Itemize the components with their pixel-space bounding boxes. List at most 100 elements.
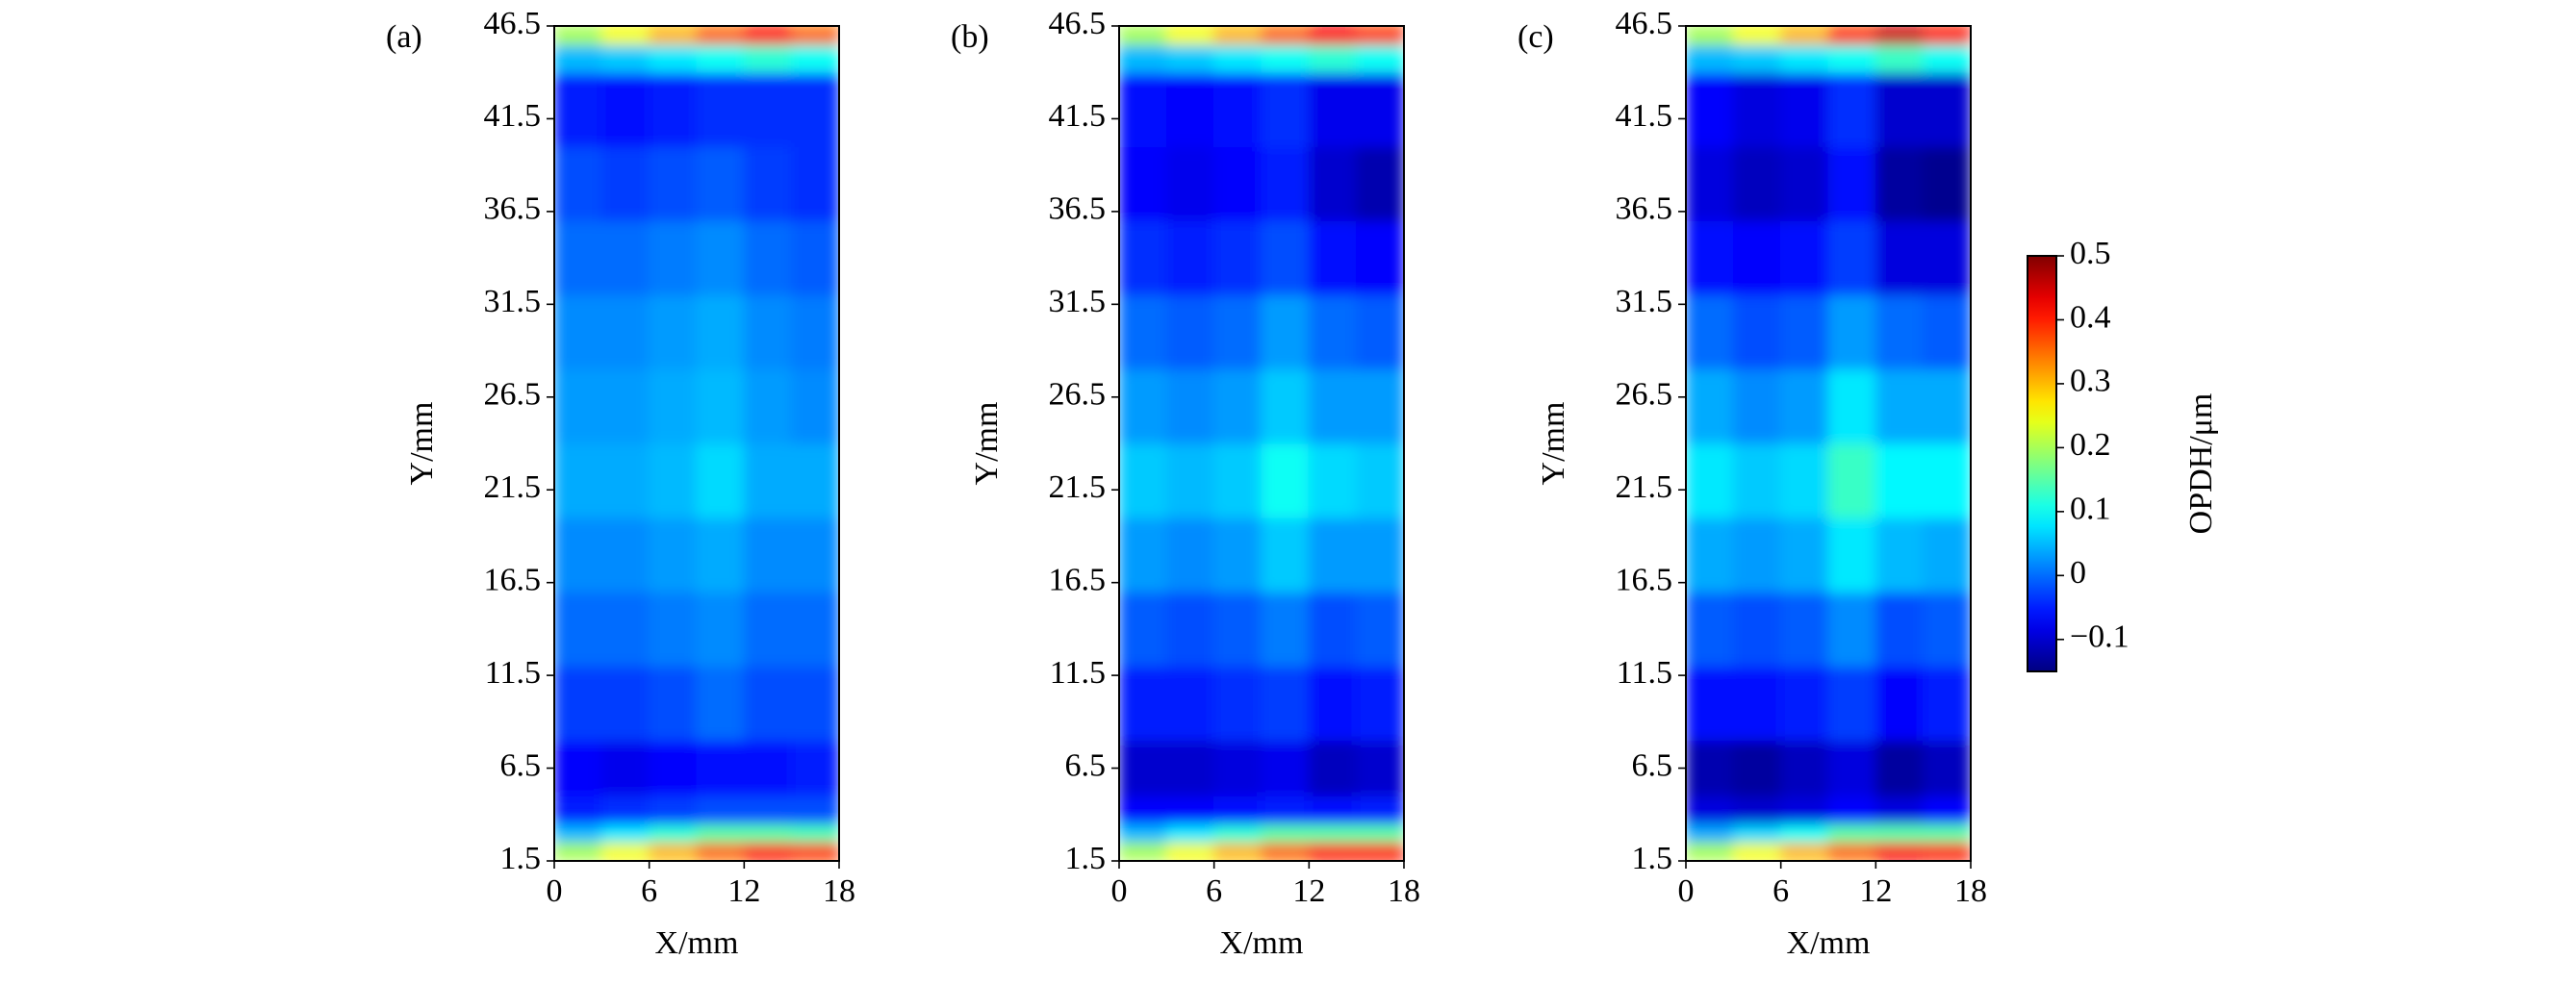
heatmap-cell xyxy=(1686,822,1734,844)
heatmap-cell xyxy=(1119,591,1167,667)
heatmap-cell xyxy=(1827,294,1876,370)
heatmap-cell xyxy=(1119,442,1167,518)
heatmap-cell xyxy=(743,220,793,296)
heatmap-cell xyxy=(1780,795,1829,824)
heatmap-cell xyxy=(1780,26,1829,45)
heatmap-cell xyxy=(1875,71,1925,147)
heatmap-cell xyxy=(791,43,839,73)
heatmap-cell xyxy=(1875,795,1925,824)
heatmap-cell xyxy=(1732,740,1782,796)
heatmap-cell xyxy=(649,43,698,73)
heatmap-cell xyxy=(743,71,793,147)
heatmap-cell xyxy=(791,842,839,861)
x-tick-label: 0 xyxy=(547,873,563,909)
heatmap-cell xyxy=(1923,145,1971,222)
heatmap-cell xyxy=(1780,740,1829,796)
heatmap-cell xyxy=(554,591,602,667)
heatmap-cell xyxy=(1732,294,1782,370)
heatmap-cell xyxy=(696,71,745,147)
heatmap-cell xyxy=(600,740,650,796)
heatmap-cell xyxy=(1875,145,1925,222)
heatmap-cell xyxy=(1686,665,1734,742)
heatmap-cell xyxy=(600,795,650,824)
y-tick-label: 46.5 xyxy=(484,6,542,41)
heatmap-cell xyxy=(743,842,793,861)
heatmap-cell xyxy=(1165,71,1215,147)
heatmap-cell xyxy=(743,740,793,796)
heatmap-cell xyxy=(1119,665,1167,742)
heatmap-cell xyxy=(1165,294,1215,370)
heatmap-cell xyxy=(1780,368,1829,444)
heatmap-cell xyxy=(1119,368,1167,444)
heatmap-cell xyxy=(1923,517,1971,593)
heatmap-cell xyxy=(1875,740,1925,796)
heatmap-cell xyxy=(696,442,745,518)
heatmap-cell xyxy=(791,795,839,824)
heatmap-cell xyxy=(1686,145,1734,222)
colorbar-tick-label: −0.1 xyxy=(2070,619,2130,655)
heatmap-cell xyxy=(1686,442,1734,518)
heatmap-cell xyxy=(554,368,602,444)
heatmap-cell xyxy=(1356,822,1404,844)
heatmap-cell xyxy=(1261,368,1310,444)
heatmap-cell xyxy=(1827,740,1876,796)
heatmap-cell xyxy=(1119,43,1167,73)
y-tick-label: 1.5 xyxy=(1065,841,1107,876)
heatmap-cell xyxy=(696,43,745,73)
heatmap-cell xyxy=(1827,665,1876,742)
heatmap-cell xyxy=(791,740,839,796)
heatmap-cell xyxy=(1165,740,1215,796)
heatmap-cell xyxy=(1686,368,1734,444)
heatmap-cell xyxy=(649,795,698,824)
heatmap-cell xyxy=(649,740,698,796)
heatmap-cell xyxy=(1780,71,1829,147)
heatmap-cell xyxy=(1923,220,1971,296)
heatmap-cell xyxy=(554,665,602,742)
heatmap-cell xyxy=(696,145,745,222)
heatmap-cell xyxy=(1827,517,1876,593)
heatmap-cell xyxy=(1213,145,1262,222)
heatmap-cell xyxy=(1923,795,1971,824)
heatmap-cell xyxy=(1686,71,1734,147)
heatmap-cell xyxy=(1875,43,1925,73)
heatmap-cell xyxy=(1923,442,1971,518)
heatmap-cell xyxy=(1165,822,1215,844)
heatmap-cell xyxy=(1356,71,1404,147)
y-tick-label: 16.5 xyxy=(1616,562,1673,597)
heatmap-cell xyxy=(1213,591,1262,667)
heatmap-cell xyxy=(743,517,793,593)
heatmap-cell xyxy=(554,795,602,824)
heatmap-cell xyxy=(1780,517,1829,593)
heatmap-cell xyxy=(1732,220,1782,296)
heatmap-cell xyxy=(1780,43,1829,73)
heatmap-cell xyxy=(554,517,602,593)
heatmap-cells xyxy=(1119,26,1404,861)
heatmap-cell xyxy=(1780,145,1829,222)
y-tick-label: 26.5 xyxy=(1049,377,1107,413)
heatmap-cell xyxy=(696,665,745,742)
heatmap-cell xyxy=(600,842,650,861)
y-tick-label: 1.5 xyxy=(1632,841,1673,876)
heatmap-cell xyxy=(1827,822,1876,844)
y-tick-label: 11.5 xyxy=(485,655,541,691)
heatmap-cell xyxy=(1165,442,1215,518)
heatmap-cell xyxy=(1356,145,1404,222)
heatmap-cell xyxy=(1923,740,1971,796)
heatmap-cell xyxy=(696,842,745,861)
heatmap-cell xyxy=(1119,294,1167,370)
heatmap-cell xyxy=(1923,842,1971,861)
heatmap-cell xyxy=(600,442,650,518)
plot-frame xyxy=(1118,25,1405,862)
heatmap-cell xyxy=(1923,43,1971,73)
heatmap-cell xyxy=(1732,26,1782,45)
heatmap-cell xyxy=(1732,822,1782,844)
heatmap-cell xyxy=(1119,517,1167,593)
heatmap-cell xyxy=(649,294,698,370)
heatmap-cell xyxy=(696,740,745,796)
heatmap xyxy=(554,26,839,861)
heatmap-cell xyxy=(1875,26,1925,45)
heatmap-cell xyxy=(649,591,698,667)
heatmap-cell xyxy=(1686,740,1734,796)
heatmap-cell xyxy=(1308,591,1358,667)
